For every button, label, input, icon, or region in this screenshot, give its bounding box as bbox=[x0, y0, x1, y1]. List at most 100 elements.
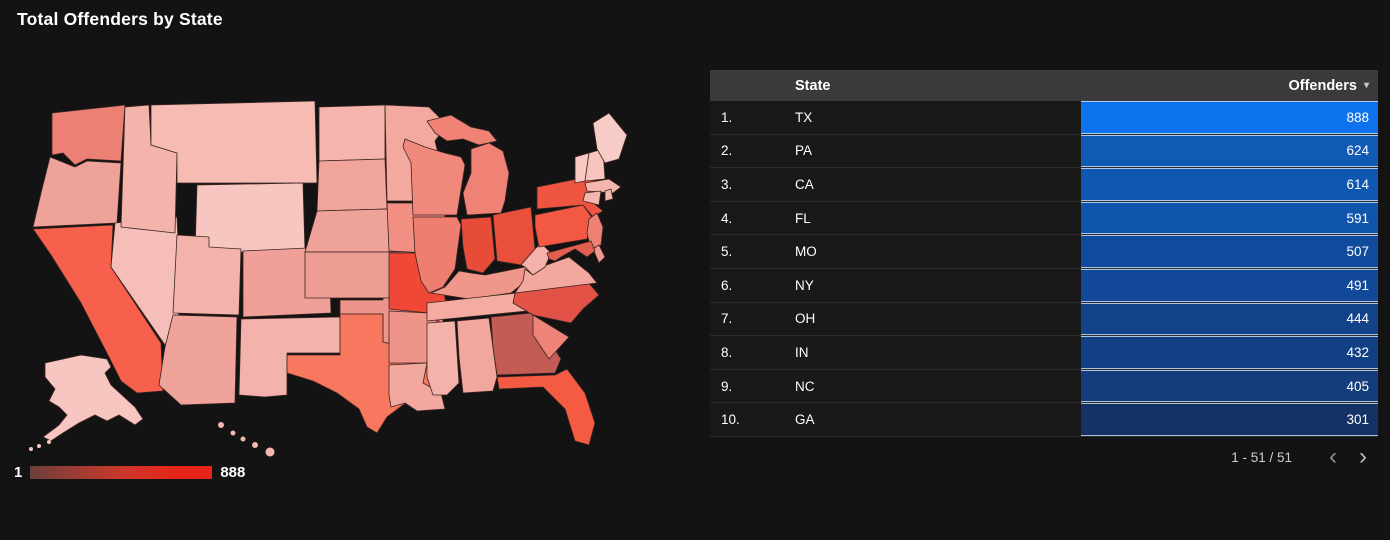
state-ak-island[interactable] bbox=[29, 447, 33, 451]
rank-cell: 7. bbox=[721, 311, 733, 327]
offenders-bar: 432 bbox=[1081, 336, 1378, 369]
state-cell: OH bbox=[795, 311, 816, 327]
state-cell: IN bbox=[795, 344, 809, 360]
state-ct[interactable] bbox=[582, 190, 602, 206]
state-cell: NY bbox=[795, 277, 814, 293]
state-ms[interactable] bbox=[426, 320, 460, 396]
state-mt[interactable] bbox=[150, 100, 318, 184]
offenders-value: 888 bbox=[1346, 109, 1369, 125]
legend-min-label: 1 bbox=[14, 464, 23, 481]
rank-cell: 10. bbox=[721, 412, 740, 428]
offenders-value: 614 bbox=[1346, 176, 1369, 192]
rank-cell: 2. bbox=[721, 143, 733, 159]
rank-cell: 9. bbox=[721, 378, 733, 394]
rank-cell: 5. bbox=[721, 244, 733, 260]
state-ak-island[interactable] bbox=[47, 440, 51, 444]
state-sc[interactable] bbox=[532, 314, 570, 360]
state-nd[interactable] bbox=[318, 104, 386, 162]
state-pa[interactable] bbox=[534, 204, 594, 248]
legend-gradient-bar bbox=[30, 466, 213, 479]
state-wv[interactable] bbox=[520, 242, 552, 276]
state-ut[interactable] bbox=[172, 234, 242, 316]
offenders-bar: 888 bbox=[1081, 101, 1378, 134]
offenders-header-label: Offenders bbox=[1288, 77, 1357, 94]
offenders-bar: 444 bbox=[1081, 302, 1378, 336]
offenders-value: 507 bbox=[1346, 244, 1369, 260]
state-cell: PA bbox=[795, 143, 813, 159]
state-cell: NC bbox=[795, 378, 815, 394]
offenders-bar: 491 bbox=[1081, 268, 1378, 302]
state-la[interactable] bbox=[388, 362, 446, 412]
previous-page-icon[interactable]: ‹ bbox=[1329, 443, 1337, 470]
offenders-bar: 614 bbox=[1081, 168, 1378, 201]
state-ca[interactable] bbox=[32, 224, 164, 394]
offenders-value: 444 bbox=[1346, 311, 1369, 327]
offenders-bar: 301 bbox=[1081, 403, 1378, 436]
state-cell: MO bbox=[795, 244, 817, 260]
state-wa[interactable] bbox=[51, 104, 126, 166]
state-wy[interactable] bbox=[194, 182, 306, 254]
state-hi-island[interactable] bbox=[240, 436, 246, 442]
rank-cell: 3. bbox=[721, 176, 733, 192]
offenders-bar: 624 bbox=[1081, 134, 1378, 168]
rank-cell: 4. bbox=[721, 210, 733, 226]
state-or[interactable] bbox=[32, 156, 122, 228]
rank-cell: 6. bbox=[721, 277, 733, 293]
chart-title: Total Offenders by State bbox=[17, 9, 223, 29]
table-row[interactable]: 1. TX 888 bbox=[710, 101, 1378, 135]
offenders-column-header[interactable]: Offenders ▾ bbox=[1081, 78, 1378, 94]
state-ak[interactable] bbox=[42, 354, 144, 442]
table-row[interactable]: 9. NC 405 bbox=[710, 369, 1378, 404]
state-cell: TX bbox=[795, 109, 813, 125]
state-ma[interactable] bbox=[584, 178, 622, 194]
table-row[interactable]: 2. PA 624 bbox=[710, 134, 1378, 169]
state-cell: CA bbox=[795, 176, 814, 192]
state-me[interactable] bbox=[592, 112, 628, 164]
state-mi[interactable] bbox=[462, 142, 510, 216]
table-row[interactable]: 3. CA 614 bbox=[710, 168, 1378, 202]
table-row[interactable]: 7. OH 444 bbox=[710, 302, 1378, 337]
offenders-value: 591 bbox=[1346, 210, 1369, 226]
state-il[interactable] bbox=[412, 216, 462, 294]
state-hi-island[interactable] bbox=[218, 422, 224, 428]
table-row[interactable]: 10. GA 301 bbox=[710, 403, 1378, 437]
table-header: State Offenders ▾ bbox=[710, 70, 1378, 101]
state-nj[interactable] bbox=[586, 212, 604, 250]
color-scale-legend: 1 888 bbox=[14, 464, 245, 481]
offenders-value: 405 bbox=[1346, 378, 1369, 394]
state-az[interactable] bbox=[158, 314, 238, 406]
state-mi[interactable] bbox=[426, 114, 498, 146]
pagination-range-label: 1 - 51 / 51 bbox=[1231, 449, 1292, 465]
table-row[interactable]: 4. FL 591 bbox=[710, 201, 1378, 236]
state-sd[interactable] bbox=[316, 158, 388, 212]
next-page-icon[interactable]: › bbox=[1359, 443, 1367, 470]
us-choropleth-map[interactable] bbox=[25, 95, 675, 485]
table-row[interactable]: 8. IN 432 bbox=[710, 336, 1378, 370]
state-de[interactable] bbox=[592, 244, 606, 264]
offenders-value: 301 bbox=[1346, 412, 1369, 428]
state-cell: GA bbox=[795, 412, 815, 428]
state-wi[interactable] bbox=[402, 138, 466, 216]
state-al[interactable] bbox=[456, 317, 498, 394]
offenders-bar: 507 bbox=[1081, 235, 1378, 268]
rank-cell: 8. bbox=[721, 344, 733, 360]
state-md[interactable] bbox=[546, 240, 596, 262]
state-fl[interactable] bbox=[496, 368, 596, 446]
state-ak-island[interactable] bbox=[37, 444, 41, 448]
state-column-header[interactable]: State bbox=[795, 77, 831, 94]
table-row[interactable]: 5. MO 507 bbox=[710, 235, 1378, 269]
legend-max-label: 888 bbox=[220, 464, 246, 481]
offenders-value: 432 bbox=[1346, 344, 1369, 360]
rank-cell: 1. bbox=[721, 109, 733, 125]
state-ri[interactable] bbox=[604, 188, 614, 202]
offenders-bar: 405 bbox=[1081, 369, 1378, 403]
state-hi-island[interactable] bbox=[265, 447, 275, 457]
offenders-value: 624 bbox=[1346, 143, 1369, 159]
table-row[interactable]: 6. NY 491 bbox=[710, 268, 1378, 303]
state-in[interactable] bbox=[460, 216, 496, 274]
state-cell: FL bbox=[795, 210, 811, 226]
state-hi-island[interactable] bbox=[252, 442, 258, 448]
offenders-value: 491 bbox=[1346, 277, 1369, 293]
state-hi-island[interactable] bbox=[230, 430, 236, 436]
table-body: 1. TX 888 2. PA 624 3. CA 614 4. FL 591 5. MO 507 6. NY 4… bbox=[710, 101, 1378, 437]
